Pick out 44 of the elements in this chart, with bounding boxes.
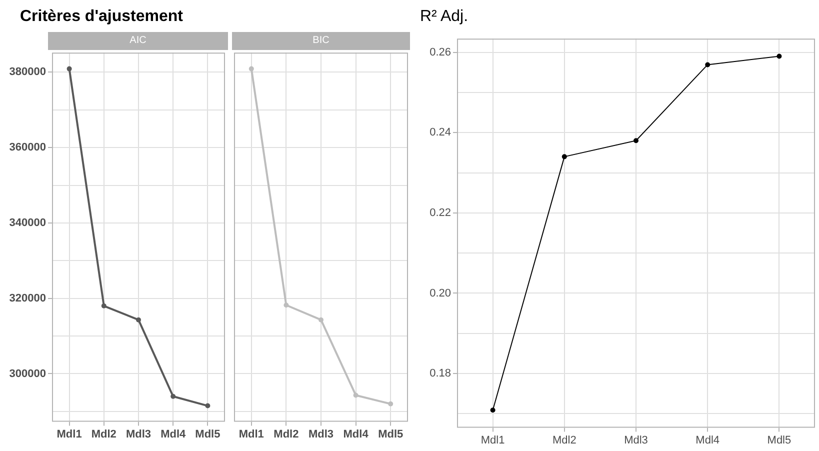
y-tick-label: 300000 — [9, 368, 46, 380]
y-tick-label: 320000 — [9, 292, 46, 304]
y-tick-label: 0.18 — [430, 368, 451, 380]
y-tick-label: 0.22 — [430, 206, 451, 219]
x-tick-label: Mdl2 — [552, 434, 576, 446]
x-tick-label: Mdl3 — [126, 428, 152, 440]
point — [562, 154, 567, 160]
x-tick-label: Mdl4 — [160, 428, 187, 440]
chart-subtitle: BIC — [232, 32, 410, 50]
point — [136, 317, 141, 322]
point — [66, 66, 72, 72]
point — [318, 317, 324, 322]
x-tick-label: Mdl1 — [56, 428, 82, 440]
point — [205, 403, 210, 408]
y-tick-label: 0.20 — [430, 287, 451, 300]
x-tick-label: Mdl3 — [308, 428, 334, 440]
point — [490, 408, 496, 413]
point — [248, 66, 254, 72]
x-tick-label: Mdl1 — [480, 434, 505, 446]
x-tick-label: Mdl2 — [274, 428, 299, 440]
point — [388, 401, 394, 406]
x-tick-label: Mdl1 — [238, 428, 264, 440]
x-tick-label: Mdl3 — [624, 434, 648, 446]
point — [705, 62, 710, 68]
chart-title: Critères d'ajustement — [20, 8, 183, 26]
chart-title: R² Adj. — [420, 8, 468, 26]
point — [776, 54, 782, 59]
y-tick-label: 380000 — [9, 66, 46, 78]
x-tick-label: Mdl2 — [91, 428, 116, 440]
y-tick-label: 0.26 — [430, 46, 451, 58]
x-tick-label: Mdl5 — [378, 428, 404, 440]
y-tick-label: 340000 — [9, 217, 46, 229]
point — [284, 302, 289, 308]
x-tick-label: Mdl5 — [195, 428, 220, 440]
x-tick-label: Mdl4 — [343, 428, 370, 440]
point — [101, 303, 106, 308]
x-tick-label: Mdl4 — [696, 434, 720, 446]
chart-subtitle: AIC — [48, 32, 228, 50]
point — [353, 392, 358, 398]
point — [170, 394, 176, 399]
x-tick-label: Mdl5 — [767, 434, 792, 446]
y-tick-label: 360000 — [9, 142, 46, 154]
y-tick-label: 0.24 — [430, 126, 451, 139]
point — [634, 138, 638, 144]
